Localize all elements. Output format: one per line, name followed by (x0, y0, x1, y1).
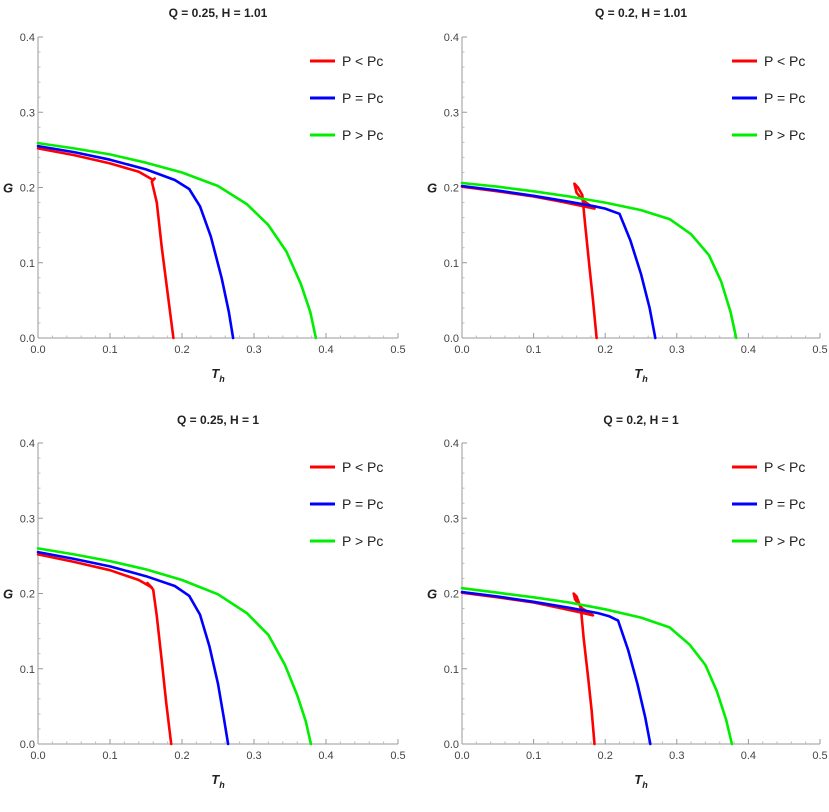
series-line-2 (460, 184, 657, 340)
y-tick-label: 0.1 (20, 258, 35, 270)
legend-label: P < Pc (342, 53, 383, 69)
chart-title: Q = 0.2, H = 1.01 (595, 6, 687, 20)
x-tick-label: 0.2 (598, 750, 613, 762)
y-tick-label: 0.3 (444, 513, 459, 525)
x-tick-label: 0.2 (174, 750, 189, 762)
series-line-3 (460, 586, 734, 746)
legend-label: P < Pc (342, 459, 383, 475)
x-tick-label: 0.4 (318, 344, 333, 356)
x-tick-label: 0.3 (669, 344, 684, 356)
y-tick-label: 0.3 (444, 107, 459, 119)
y-tick-label: 0.4 (20, 438, 35, 450)
legend-label: P = Pc (342, 496, 383, 512)
chart-panel-4: Q = 0.2, H = 1 0.0 0.1 0.2 0.3 0.4 0.5 0.0 0.1 0.… (427, 413, 828, 790)
x-axis-label: Th (211, 366, 225, 384)
y-tick-label: 0.0 (20, 333, 35, 345)
x-tick-label: 0.5 (812, 344, 827, 356)
x-tick-label: 0.1 (102, 750, 117, 762)
y-tick-label: 0.2 (444, 589, 459, 601)
y-axis-label: G (3, 587, 13, 602)
legend-label: P > Pc (342, 127, 383, 143)
y-tick-label: 0.3 (20, 513, 35, 525)
series-line-3 (460, 181, 738, 340)
legend-label: P = Pc (342, 90, 383, 106)
series-line-3 (36, 141, 318, 340)
series-line-2 (460, 590, 652, 746)
y-tick-label: 0.2 (20, 183, 35, 195)
x-tick-label: 0.3 (669, 750, 684, 762)
series-line-3 (36, 547, 313, 746)
x-tick-label: 0.2 (174, 344, 189, 356)
legend-label: P < Pc (764, 53, 805, 69)
x-tick-label: 0.3 (246, 344, 261, 356)
x-axis-label: Th (211, 772, 225, 790)
y-tick-label: 0.1 (444, 664, 459, 676)
x-tick-label: 0.1 (526, 344, 541, 356)
x-tick-label: 0.5 (390, 750, 405, 762)
y-tick-label: 0.1 (444, 258, 459, 270)
y-tick-label: 0.2 (444, 183, 459, 195)
x-axis-label: Th (634, 772, 648, 790)
series-line-2 (36, 144, 235, 340)
y-tick-label: 0.3 (20, 107, 35, 119)
x-tick-label: 0.0 (454, 344, 469, 356)
legend-label: P = Pc (764, 496, 805, 512)
legend-label: P = Pc (764, 90, 805, 106)
y-tick-label: 0.1 (20, 664, 35, 676)
y-axis-label: G (427, 587, 437, 602)
x-tick-label: 0.5 (390, 344, 405, 356)
legend-label: P > Pc (764, 533, 805, 549)
chart-panel-1: Q = 0.25, H = 1.01 0.0 0.1 0.2 0.3 0.4 0.5 0.0 0… (3, 6, 406, 384)
series-line-1 (36, 147, 175, 340)
y-tick-label: 0.0 (20, 739, 35, 751)
x-tick-label: 0.4 (741, 344, 756, 356)
y-tick-label: 0.4 (444, 438, 459, 450)
chart-title: Q = 0.2, H = 1 (603, 413, 679, 427)
series-line-1 (460, 591, 596, 746)
y-tick-label: 0.4 (20, 32, 35, 44)
x-axis-label: Th (634, 366, 648, 384)
series-line-1 (36, 553, 173, 746)
x-tick-label: 0.2 (598, 344, 613, 356)
chart-panel-2: Q = 0.2, H = 1.01 0.0 0.1 0.2 0.3 0.4 0.5 0.0 0.… (427, 6, 828, 384)
x-tick-label: 0.1 (526, 750, 541, 762)
chart-panel-3: Q = 0.25, H = 1 0.0 0.1 0.2 0.3 0.4 0.5 0.0 0.1 0… (3, 413, 406, 790)
y-tick-label: 0.0 (444, 333, 459, 345)
series-line-1 (460, 182, 598, 340)
y-tick-label: 0.0 (444, 739, 459, 751)
x-tick-label: 0.4 (318, 750, 333, 762)
chart-title: Q = 0.25, H = 1 (177, 413, 259, 427)
x-tick-label: 0.0 (30, 344, 45, 356)
legend-label: P > Pc (764, 127, 805, 143)
y-tick-label: 0.4 (444, 32, 459, 44)
x-tick-label: 0.5 (812, 750, 827, 762)
x-tick-label: 0.3 (246, 750, 261, 762)
x-tick-label: 0.0 (454, 750, 469, 762)
x-tick-label: 0.1 (102, 344, 117, 356)
series-line-2 (36, 550, 230, 746)
legend-label: P > Pc (342, 533, 383, 549)
chart-title: Q = 0.25, H = 1.01 (169, 6, 268, 20)
y-tick-label: 0.2 (20, 589, 35, 601)
x-tick-label: 0.4 (741, 750, 756, 762)
x-tick-label: 0.0 (30, 750, 45, 762)
legend-label: P < Pc (764, 459, 805, 475)
y-axis-label: G (427, 181, 437, 196)
y-axis-label: G (3, 181, 13, 196)
